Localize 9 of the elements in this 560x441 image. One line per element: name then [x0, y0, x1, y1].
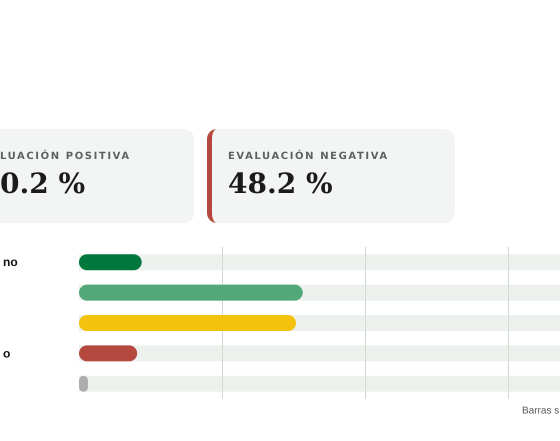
bar	[79, 254, 142, 270]
y-tick-label: o	[3, 346, 10, 360]
y-tick-label: no	[3, 255, 18, 270]
text: 48.2 %	[228, 167, 333, 200]
bar	[79, 345, 138, 362]
text: 0.2 %	[0, 167, 86, 200]
text: Barras s	[522, 406, 560, 416]
text: EVALUACIÓN NEGATIVA	[228, 151, 389, 162]
text: LUACIÓN POSITIVA	[0, 151, 131, 162]
